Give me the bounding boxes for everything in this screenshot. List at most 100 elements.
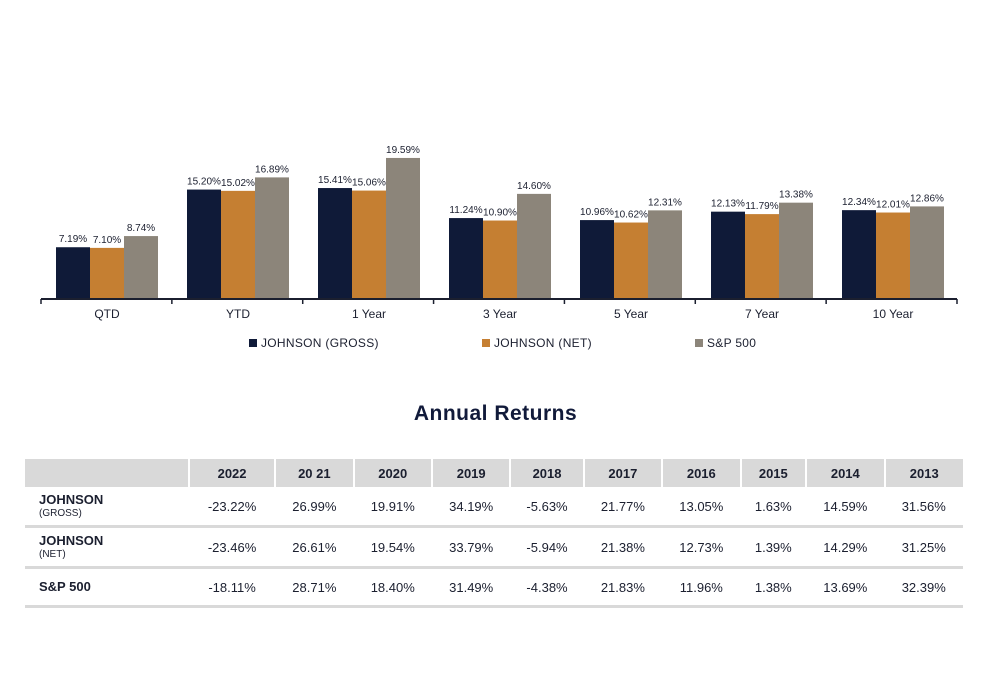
data-label: 19.59% — [386, 145, 420, 156]
annual-returns-table: 2022 20 21 2020 2019 2018 2017 2016 2015… — [25, 459, 963, 608]
row-label-main: S&P 500 — [39, 578, 91, 594]
table-header-year: 2015 — [740, 459, 808, 487]
table-cell: 21.77% — [583, 487, 663, 528]
bar — [580, 220, 614, 299]
table-cell: 11.96% — [662, 567, 741, 608]
data-label: 11.79% — [745, 201, 778, 212]
table-cell: -5.94% — [510, 526, 584, 569]
data-label: 10.62% — [614, 210, 648, 221]
x-tick-label: 10 Year — [873, 307, 914, 321]
bar — [255, 177, 289, 299]
row-label-main: JOHNSON — [39, 533, 104, 549]
bar — [910, 206, 944, 299]
bar — [711, 211, 745, 299]
table-cell: 21.83% — [583, 567, 663, 608]
table-cell: 32.39% — [884, 567, 963, 608]
row-label: JOHNSON (NET) — [25, 526, 189, 569]
table-cell: 31.56% — [884, 487, 963, 528]
returns-bar-chart: 7.19% 7.10% 8.74% QTD 15.20% 15.02%16.89% YTD 1… — [40, 145, 958, 321]
x-tick-label: 5 Year — [614, 307, 648, 321]
bar — [318, 188, 352, 299]
legend-item-sp500: S&P 500 — [695, 336, 756, 350]
table-cell: 1.63% — [740, 487, 807, 528]
legend-label-net: JOHNSON (NET) — [494, 336, 592, 350]
bar — [517, 193, 551, 299]
data-label: 12.31% — [648, 197, 682, 208]
data-label: 14.60% — [517, 181, 551, 192]
bar — [876, 212, 910, 299]
table-cell: 26.99% — [275, 487, 354, 528]
table-cell: 31.49% — [431, 567, 511, 608]
annual-returns-title: Annual Returns — [413, 402, 578, 425]
data-label: 12.13% — [711, 199, 745, 210]
table-cell: 12.73% — [662, 526, 741, 569]
data-label: 10.96% — [580, 207, 614, 218]
data-label: 12.01% — [876, 200, 910, 211]
table-cell: 1.38% — [740, 567, 807, 608]
table-header-year: 2016 — [662, 459, 742, 487]
data-label: 12.86% — [910, 193, 944, 204]
table-cell: 26.61% — [275, 526, 354, 569]
row-label-sub: (GROSS) — [39, 507, 82, 519]
bar — [614, 222, 648, 299]
bar — [187, 189, 221, 299]
table-cell: 34.19% — [431, 487, 511, 528]
bar — [90, 247, 124, 299]
table-cell: -23.46% — [189, 526, 276, 569]
bar — [745, 214, 779, 299]
x-tick-label: 7 Year — [745, 307, 779, 321]
data-label: 12.34% — [842, 197, 876, 208]
table-cell: 18.40% — [353, 567, 432, 608]
table-cell: 14.59% — [806, 487, 885, 528]
data-label: 10.90% — [483, 208, 517, 219]
row-label-main: JOHNSON — [39, 492, 104, 508]
legend-swatch-net — [482, 339, 490, 347]
data-label: 16.89% — [255, 164, 289, 175]
data-label: 13.38% — [779, 190, 813, 201]
legend-swatch-sp500 — [695, 339, 703, 347]
table-header-year: 2018 — [510, 459, 585, 487]
table-cell: 33.79% — [431, 526, 511, 569]
table-cell: 28.71% — [275, 567, 354, 608]
data-label: 15.41% — [318, 175, 352, 186]
x-tick-label: 1 Year — [352, 307, 386, 321]
bar — [352, 190, 386, 299]
table-cell: 19.54% — [353, 526, 432, 569]
bar — [221, 190, 255, 299]
data-label: 15.20% — [187, 177, 221, 188]
table-cell: -5.63% — [510, 487, 584, 528]
table-header-blank — [25, 459, 190, 487]
table-cell: 14.29% — [806, 526, 885, 569]
legend-label-gross: JOHNSON (GROSS) — [261, 336, 379, 350]
table-cell: 19.91% — [353, 487, 432, 528]
x-tick-label: 3 Year — [483, 307, 517, 321]
data-label: 8.74% — [127, 223, 155, 234]
bar — [842, 210, 876, 299]
legend-item-gross: JOHNSON (GROSS) — [249, 336, 379, 350]
legend-item-net: JOHNSON (NET) — [482, 336, 592, 350]
table-header-year: 2014 — [806, 459, 886, 487]
table-cell: -23.22% — [189, 487, 276, 528]
table-cell: 31.25% — [884, 526, 963, 569]
table-header-year: 2017 — [583, 459, 664, 487]
bar — [124, 236, 158, 299]
bar — [386, 157, 420, 299]
table-header-year: 2013 — [884, 459, 963, 487]
data-label: 15.02% — [221, 178, 255, 189]
table-header-year: 2020 — [353, 459, 433, 487]
bar — [648, 210, 682, 299]
table-cell: 13.05% — [662, 487, 741, 528]
table-cell: 21.38% — [583, 526, 663, 569]
row-label: JOHNSON (GROSS) — [25, 487, 189, 528]
table-row-johnson-net: JOHNSON (NET) -23.46% 26.61% 19.54% 33.7… — [25, 526, 963, 569]
table-cell: 13.69% — [806, 567, 885, 608]
data-label: 15.06% — [352, 178, 386, 189]
table-row-sp500: S&P 500 -18.11% 28.71% 18.40% 31.49% -4.… — [25, 567, 963, 608]
table-row-johnson-gross: JOHNSON (GROSS) -23.22% 26.99% 19.91% 34… — [25, 487, 963, 528]
table-header-year: 2022 — [189, 459, 277, 487]
bar — [483, 220, 517, 299]
table-header-row: 2022 20 21 2020 2019 2018 2017 2016 2015… — [25, 459, 963, 487]
row-label-sub: (NET) — [39, 548, 66, 560]
data-label: 11.24% — [449, 205, 482, 216]
bar — [779, 202, 813, 299]
